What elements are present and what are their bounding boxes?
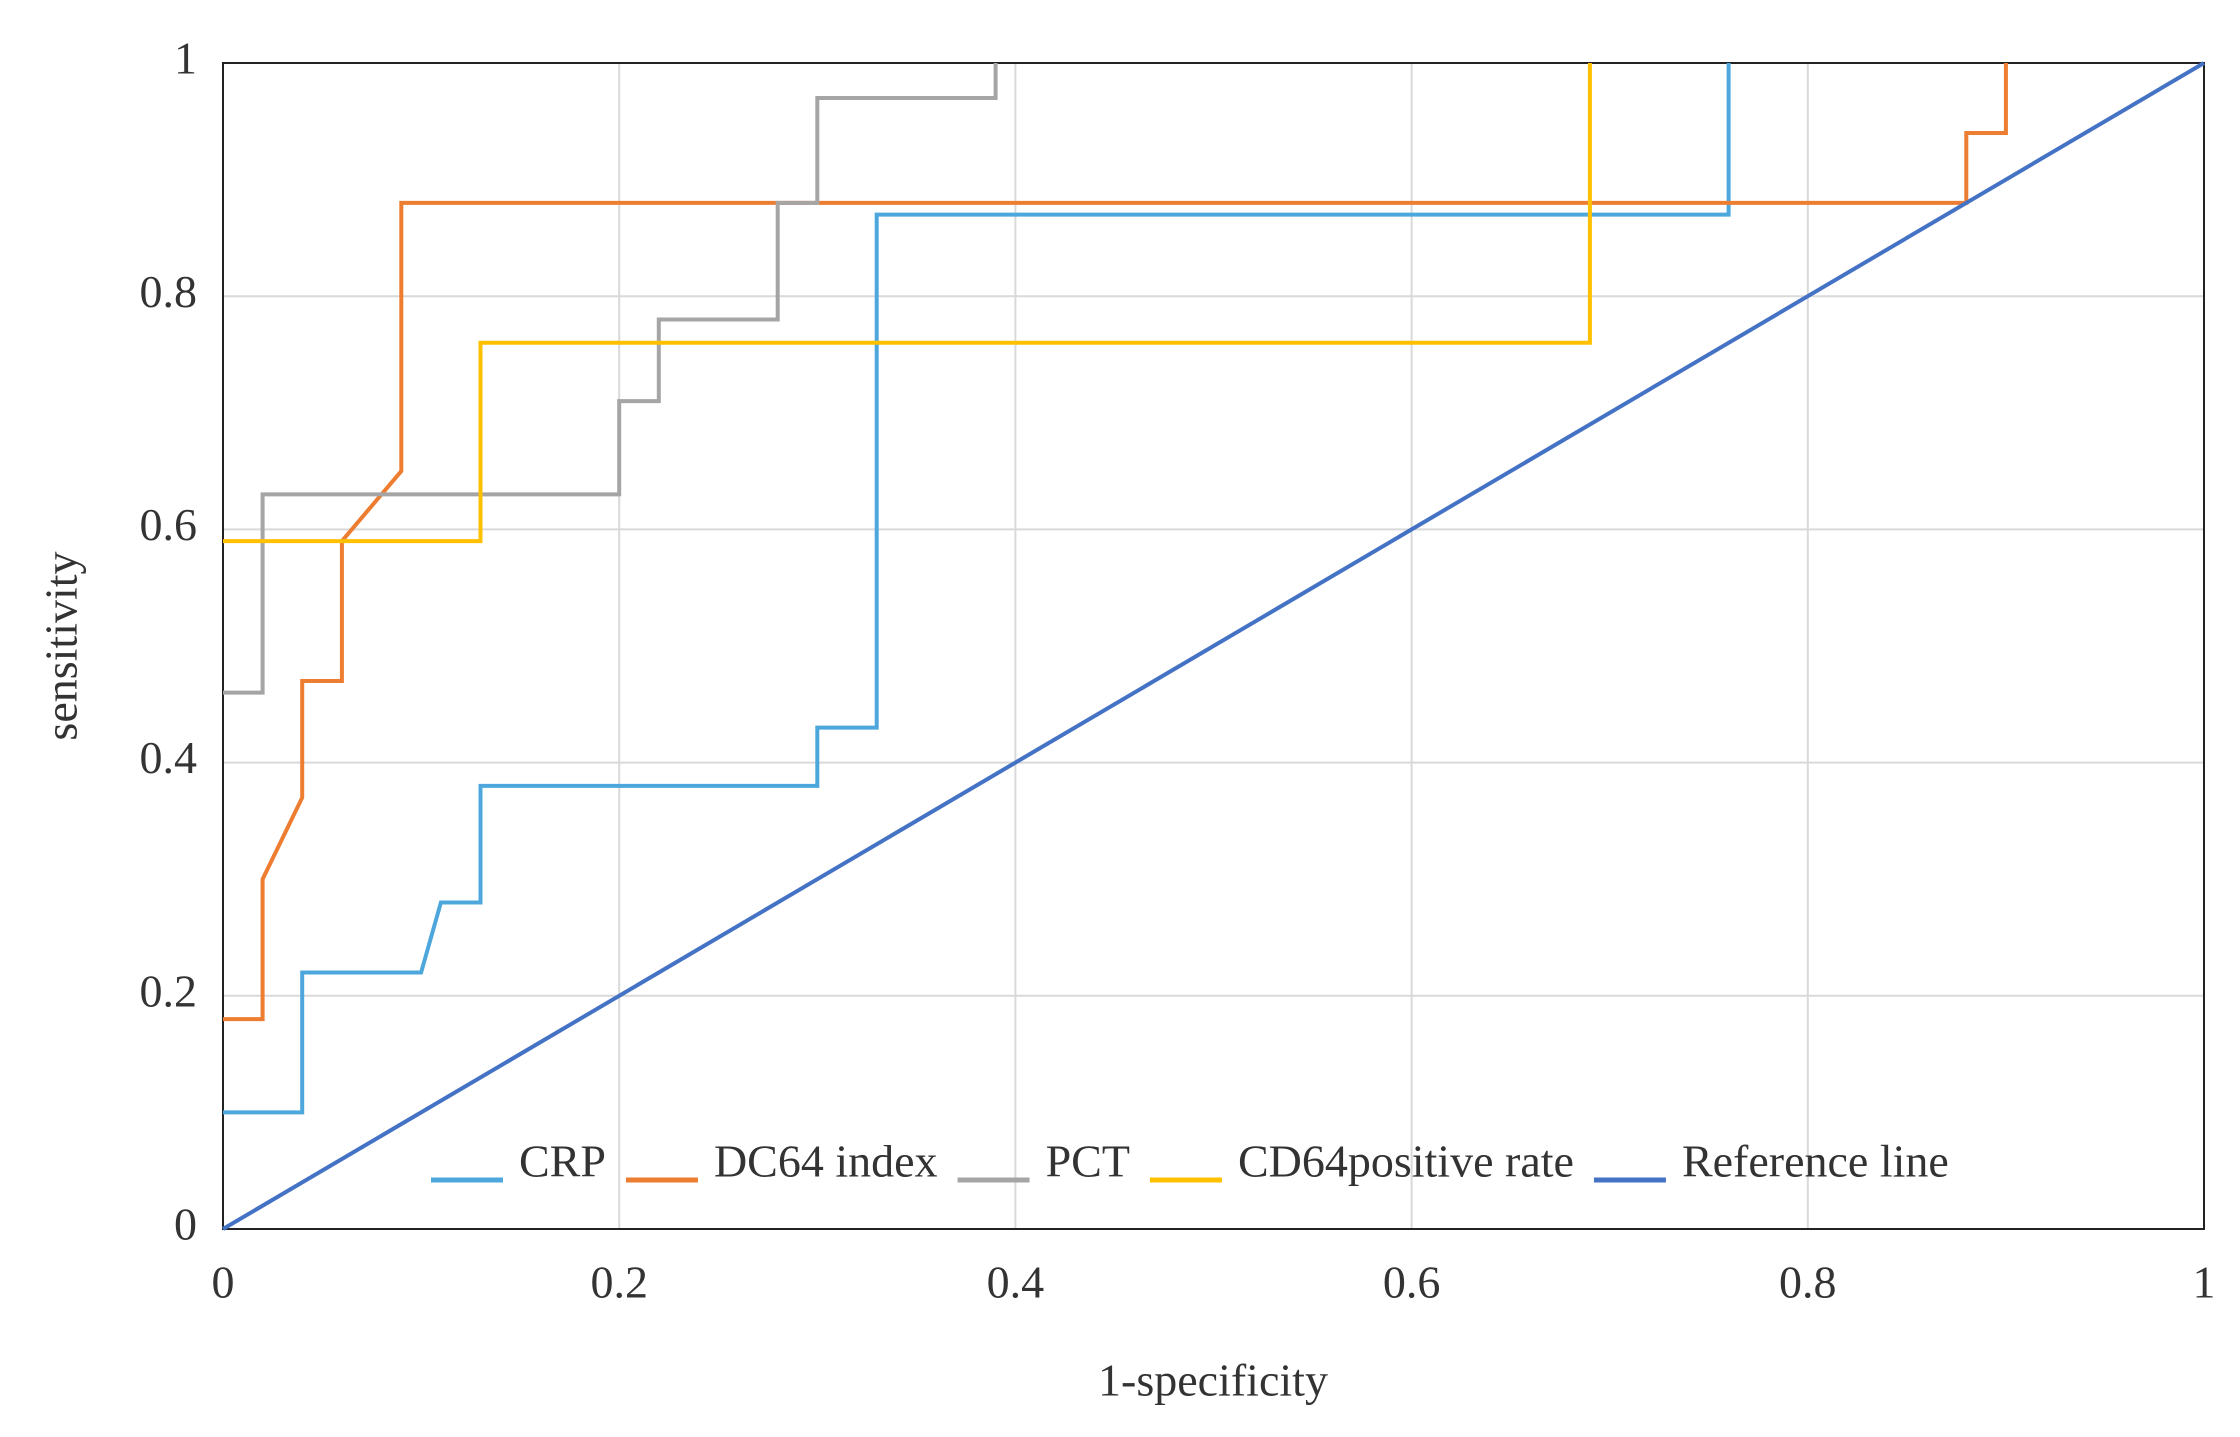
x-axis-label: 1-specificity [1098,1355,1328,1406]
legend-label: DC64 index [714,1136,938,1187]
x-tick-label: 0.8 [1779,1257,1837,1308]
series-line [223,63,998,695]
y-tick-label: 1 [174,33,197,84]
legend-label: CRP [519,1136,606,1187]
y-tick-label: 0.8 [140,266,198,317]
y-axis-label: sensitivity [36,551,87,740]
legend-label: PCT [1046,1136,1130,1187]
x-tick-label: 1 [2193,1257,2216,1308]
x-tick-label: 0 [212,1257,235,1308]
legend-label: CD64positive rate [1238,1136,1574,1187]
series-line [223,63,1592,544]
x-tick-label: 0.4 [987,1257,1045,1308]
legend-label: Reference line [1682,1136,1949,1187]
y-tick-label: 0 [174,1199,197,1250]
y-tick-label: 0.4 [140,732,198,783]
x-tick-label: 0.2 [590,1257,648,1308]
y-tick-label: 0.6 [140,499,198,550]
y-tick-label: 0.2 [140,965,198,1016]
plot-border [222,62,2205,1230]
series-line [221,61,2206,1231]
x-tick-label: 0.6 [1383,1257,1441,1308]
series-line [223,63,2008,1022]
series-line [223,63,1731,1115]
